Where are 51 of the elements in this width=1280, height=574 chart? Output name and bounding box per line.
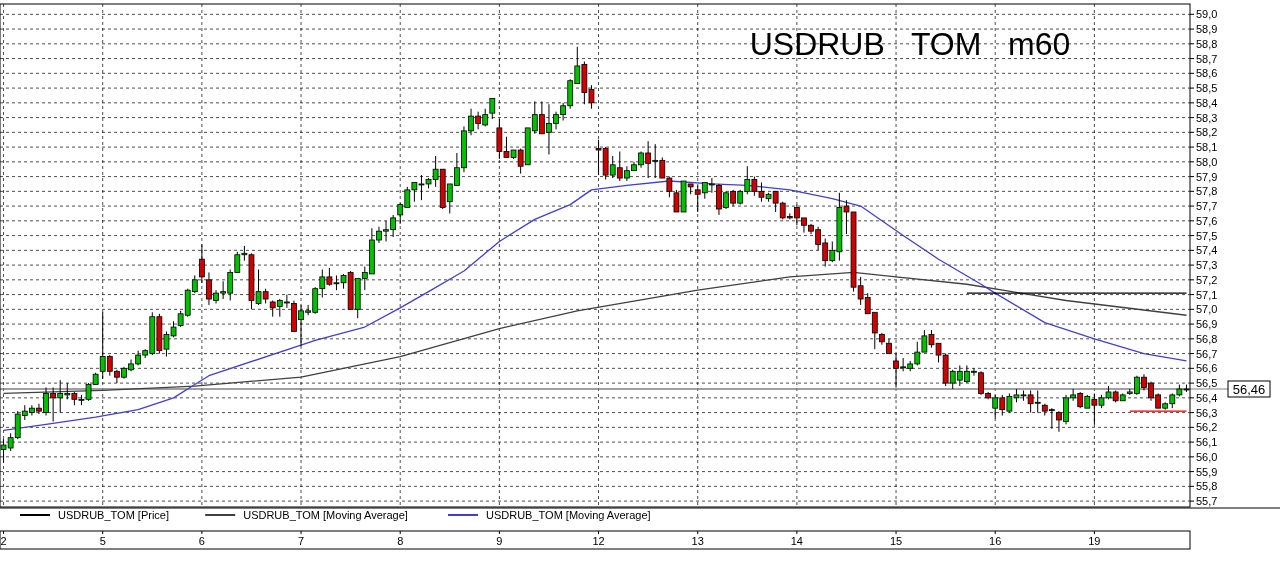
y-tick-label: 57,3 <box>1196 259 1218 272</box>
y-tick-label: 59,0 <box>1196 8 1218 21</box>
y-tick-label: 55,8 <box>1196 480 1218 493</box>
y-tick-label: 56,8 <box>1196 332 1218 345</box>
y-tick-label: 58,3 <box>1196 111 1218 124</box>
y-tick-label: 56,4 <box>1196 391 1218 404</box>
y-tick-label: 58,2 <box>1196 126 1218 139</box>
x-tick-label: 19 <box>1088 535 1101 547</box>
y-tick-label: 57,2 <box>1196 273 1218 286</box>
y-tick-label: 55,7 <box>1196 495 1218 508</box>
y-tick-label: 56,7 <box>1196 347 1218 360</box>
y-tick-label: 56,9 <box>1196 318 1218 331</box>
x-tick-label: 5 <box>99 535 106 547</box>
y-tick-label: 57,6 <box>1196 214 1218 227</box>
y-tick-label: 58,0 <box>1196 155 1218 168</box>
y-tick-label: 58,7 <box>1196 52 1218 65</box>
y-tick-label: 58,5 <box>1196 82 1218 95</box>
y-tick-label: 57,0 <box>1196 303 1218 316</box>
x-tick-label: 7 <box>297 535 305 547</box>
y-tick-label: 58,8 <box>1196 37 1218 50</box>
y-tick-label: 57,1 <box>1196 288 1218 301</box>
y-tick-label: 56,6 <box>1196 362 1218 375</box>
ref-line-label: 56,46 <box>1232 381 1266 397</box>
x-tick-label: 2 <box>0 535 7 547</box>
x-tick-label: 6 <box>198 535 205 547</box>
legend-label: USDRUB_TOM [Price] <box>58 509 170 521</box>
y-tick-label: 58,9 <box>1196 23 1218 36</box>
x-tick-label: 14 <box>790 535 803 547</box>
x-tick-label: 13 <box>691 535 704 547</box>
y-tick-label: 58,6 <box>1196 67 1218 80</box>
x-tick-label: 15 <box>889 535 903 547</box>
y-tick-label: 56,5 <box>1196 377 1218 390</box>
text: USDRUB TOM m60 <box>749 26 1071 62</box>
y-tick-label: 56,1 <box>1196 436 1218 449</box>
y-tick-label: 55,9 <box>1196 465 1218 478</box>
y-tick-label: 56,2 <box>1196 421 1218 434</box>
y-tick-label: 57,7 <box>1196 200 1218 213</box>
y-tick-label: 56,0 <box>1196 450 1218 463</box>
y-tick-label: 57,8 <box>1196 185 1218 198</box>
y-tick-label: 57,5 <box>1196 229 1218 242</box>
y-tick-label: 57,9 <box>1196 170 1218 183</box>
legend-label: USDRUB_TOM [Moving Average] <box>486 509 651 521</box>
x-tick-label: 12 <box>592 535 605 547</box>
x-tick-label: 8 <box>397 535 404 547</box>
legend-label: USDRUB_TOM [Moving Average] <box>243 509 408 521</box>
x-tick-label: 16 <box>989 535 1002 547</box>
y-tick-label: 57,4 <box>1196 244 1218 257</box>
y-tick-label: 58,4 <box>1196 96 1218 109</box>
y-tick-label: 58,1 <box>1196 141 1218 154</box>
x-tick-label: 9 <box>496 535 503 547</box>
y-tick-label: 56,3 <box>1196 406 1218 419</box>
